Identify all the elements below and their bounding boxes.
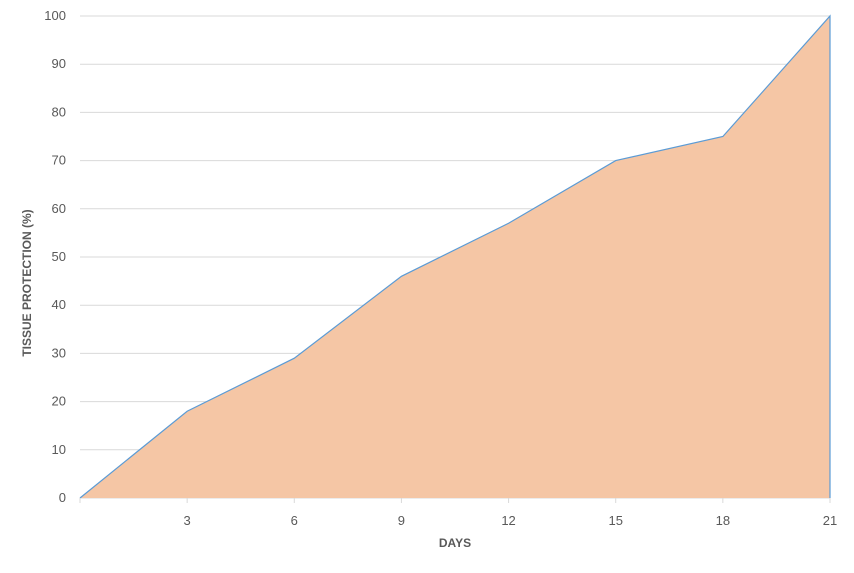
x-axis-ticks: 3 6 9 12 15 18 21 [80,498,837,528]
y-tick-label: 50 [52,249,66,264]
x-tick-label: 15 [608,513,622,528]
y-tick-label: 10 [52,442,66,457]
y-tick-label: 100 [44,8,66,23]
y-tick-label: 40 [52,297,66,312]
x-tick-label: 9 [398,513,405,528]
x-tick-label: 3 [184,513,191,528]
y-tick-label: 60 [52,201,66,216]
y-tick-label: 80 [52,104,66,119]
x-tick-label: 21 [823,513,837,528]
y-axis-ticks: 0 10 20 30 40 50 60 70 80 90 100 [44,8,66,505]
x-tick-label: 18 [716,513,730,528]
y-tick-label: 70 [52,153,66,168]
y-tick-label: 20 [52,394,66,409]
y-tick-label: 90 [52,56,66,71]
y-tick-label: 0 [59,490,66,505]
y-axis-label: TISSUE PROTECTION (%) [20,209,34,356]
y-tick-label: 30 [52,345,66,360]
x-tick-label: 12 [501,513,515,528]
x-axis-label: DAYS [439,536,471,550]
x-tick-label: 6 [291,513,298,528]
